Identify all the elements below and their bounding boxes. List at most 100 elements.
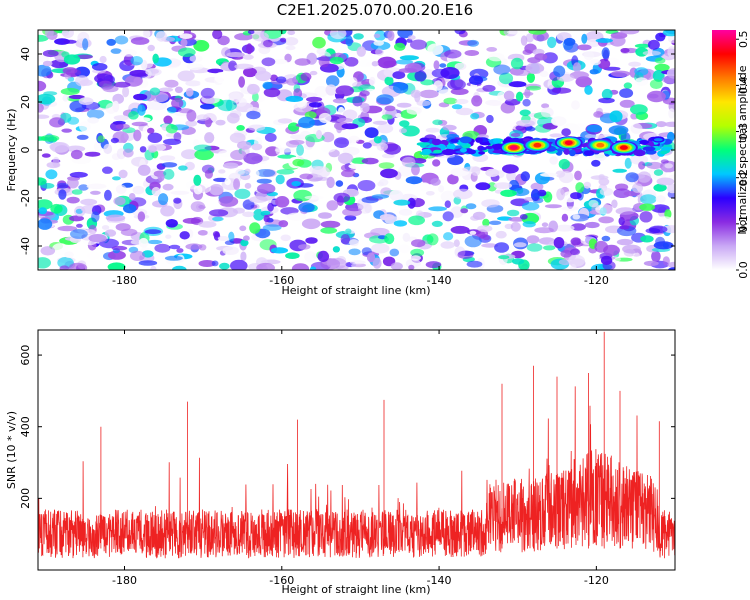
heatmap-cell	[482, 84, 496, 92]
colorbar: 0.0 0.1 0.2 0.3 0.4 0.5 Normalized spectral a…	[712, 30, 750, 279]
heatmap-cell	[392, 71, 406, 80]
heatmap-cell	[520, 171, 530, 182]
heatmap-band-cell	[431, 138, 442, 146]
heatmap-cell	[454, 62, 467, 71]
heatmap-cell	[198, 260, 216, 267]
heatmap-cell	[600, 255, 613, 265]
heatmap-cell	[321, 143, 336, 153]
heatmap-cell	[654, 216, 674, 225]
heatmap-cell	[284, 53, 292, 63]
heatmap-cell	[348, 163, 365, 169]
heatmap-cell	[575, 182, 585, 193]
heatmap-cell	[371, 194, 389, 199]
heatmap-cell	[221, 47, 231, 58]
heatmap-cell	[390, 262, 403, 270]
heatmap-cell	[137, 104, 146, 116]
heatmap-band-cell	[478, 151, 485, 155]
heatmap-cell	[447, 174, 459, 185]
heatmap-cell	[199, 79, 207, 88]
heatmap-cell	[242, 199, 255, 210]
heatmap-cell	[181, 149, 198, 160]
heatmap-cell	[189, 55, 203, 63]
heatmap-band-cell	[475, 137, 483, 143]
heatmap-cell	[526, 72, 536, 83]
heatmap-cell	[407, 35, 416, 40]
heatmap-cell	[549, 133, 564, 138]
heatmap-cell	[251, 143, 263, 151]
heatmap-cell	[329, 56, 344, 65]
heatmap-cell	[240, 239, 249, 247]
heatmap-cell	[395, 59, 413, 65]
heatmap-cell	[351, 262, 370, 269]
heatmap-cell	[329, 30, 347, 40]
heatmap-cell	[234, 188, 251, 199]
heatmap-band-cell	[563, 148, 570, 155]
heatmap-cell	[164, 255, 183, 261]
heatmap-panel: -180 -160 -140 -120 -40 -20 0 20 40 Height of s…	[5, 29, 676, 297]
heatmap-cell	[145, 68, 162, 76]
heatmap-cell	[451, 104, 463, 110]
heatmap-cell	[217, 99, 238, 112]
heatmap-cell	[59, 265, 70, 270]
heatmap-cell	[615, 183, 629, 191]
heatmap-cell	[667, 183, 675, 194]
heatmap-cell	[342, 207, 362, 217]
heatmap-cell	[639, 211, 653, 223]
heatmap-cell	[654, 63, 670, 72]
heatmap-hotspot	[596, 142, 605, 148]
heatmap-cell	[196, 235, 212, 241]
heatmap-cell	[252, 92, 259, 102]
snr-frame	[37, 329, 676, 571]
heatmap-cell	[147, 132, 163, 143]
heatmap-cell	[481, 199, 500, 208]
snr-x-ticks: -180 -160 -140 -120	[112, 330, 609, 587]
heatmap-cell	[280, 37, 287, 43]
heatmap-cell	[359, 90, 370, 97]
heatmap-cell	[664, 121, 675, 127]
heatmap-cell	[317, 250, 330, 262]
heatmap-cell	[611, 199, 618, 209]
heatmap-cell	[369, 76, 376, 86]
heatmap-cell	[88, 234, 107, 243]
heatmap-cell	[419, 182, 431, 192]
heatmap-cell	[91, 63, 108, 71]
heatmap-cell	[277, 118, 293, 124]
heatmap-cell	[646, 90, 666, 103]
heatmap-cell	[334, 137, 349, 149]
heatmap-cell	[572, 62, 582, 73]
heatmap-cell	[381, 114, 393, 120]
heatmap-cell	[261, 57, 276, 67]
heatmap-cell	[399, 120, 410, 127]
heatmap-cell	[304, 251, 317, 263]
heatmap-cell	[262, 224, 282, 231]
heatmap-cell	[384, 76, 394, 86]
heatmap-cell	[226, 112, 240, 124]
heatmap-cell	[616, 238, 634, 246]
heatmap-cell	[247, 83, 260, 95]
heatmap-cell	[249, 222, 261, 234]
heatmap-cell	[653, 169, 664, 176]
heatmap-cell	[263, 215, 270, 223]
heatmap-cell	[173, 132, 182, 142]
heatmap-cell	[489, 220, 502, 225]
heatmap-cell	[620, 30, 640, 35]
colorbar-tick-label: 0.3	[737, 123, 750, 141]
heatmap-cell	[168, 244, 181, 250]
heatmap-cell	[193, 40, 210, 52]
heatmap-cell	[601, 47, 610, 59]
heatmap-cell	[255, 169, 276, 177]
heatmap-cell	[633, 252, 640, 259]
heatmap-cell	[110, 48, 122, 54]
heatmap-cell	[649, 79, 663, 89]
heatmap-cell	[66, 145, 86, 153]
heatmap-cell	[318, 212, 332, 219]
heatmap-cell	[668, 174, 675, 180]
x-tick-label: -120	[584, 574, 609, 587]
heatmap-cell	[314, 86, 329, 98]
heatmap-cell	[376, 142, 388, 152]
heatmap-band-cell	[638, 140, 650, 145]
heatmap-cell	[628, 61, 641, 67]
heatmap-cell	[204, 169, 213, 179]
heatmap-cell	[133, 129, 142, 142]
heatmap-cell	[198, 221, 217, 228]
